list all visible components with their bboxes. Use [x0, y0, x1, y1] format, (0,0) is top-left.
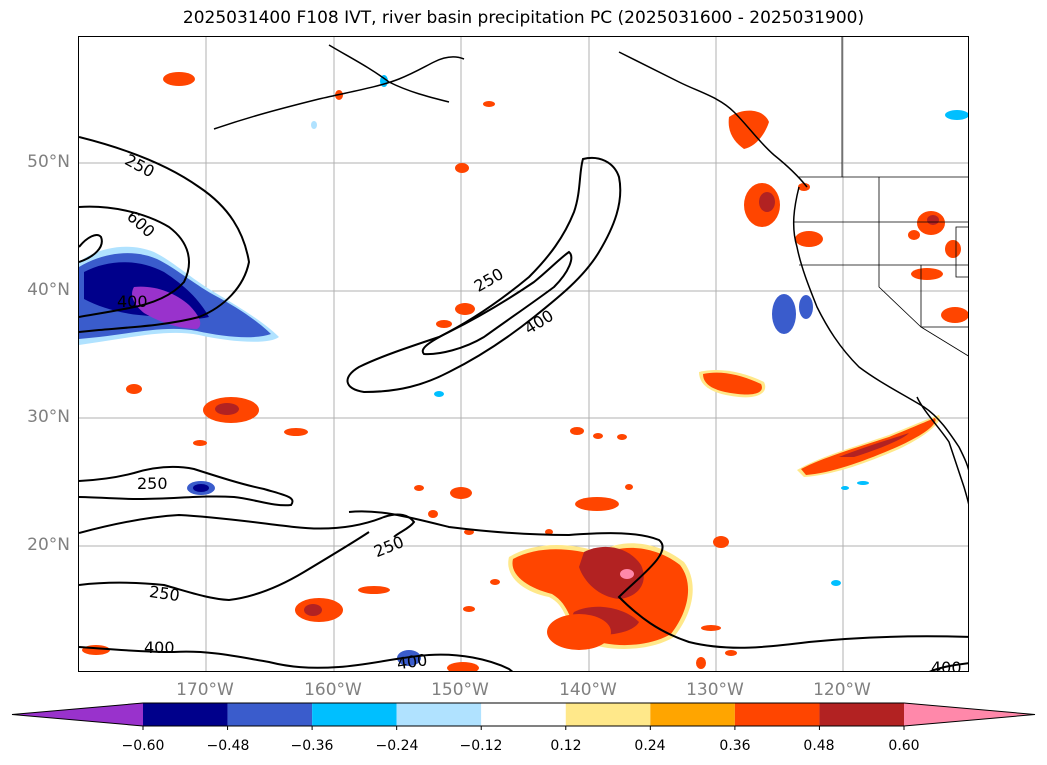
- colorbar-tick-marks: [142, 726, 905, 730]
- colorbar-tick-label: −0.24: [375, 738, 419, 754]
- colorbar-segment: [312, 703, 397, 726]
- colorbar-segment: [227, 703, 313, 726]
- lat-label-20n: 20°N: [27, 535, 70, 555]
- colorbar-tick-label: 0.60: [888, 738, 920, 754]
- contour-label: 400: [396, 650, 429, 672]
- contour-label: 250: [122, 150, 158, 181]
- lat-label-40n: 40°N: [27, 280, 70, 300]
- colorbar-outline: [11, 702, 1036, 727]
- colorbar-segment: [904, 703, 1035, 726]
- contour-label: 250: [371, 532, 406, 561]
- colorbar-tick-label: 0.48: [803, 738, 835, 754]
- lon-label-150w: 150°W: [431, 680, 489, 700]
- colorbar-segment: [819, 703, 904, 726]
- lat-label-50n: 50°N: [27, 152, 70, 172]
- colorbar-tick-label: 0.36: [719, 738, 751, 754]
- colorbar-tick-label: −0.60: [121, 738, 165, 754]
- negative-pc-shading: [79, 75, 968, 666]
- contour-label: 250: [137, 474, 168, 493]
- lon-label-120w: 120°W: [813, 680, 871, 700]
- colorbar-segment: [650, 703, 735, 726]
- state-borders: [794, 37, 968, 357]
- map-title: 2025031400 F108 IVT, river basin precipi…: [182, 8, 865, 28]
- colorbar-segment: [396, 703, 482, 726]
- coastlines: [213, 44, 968, 505]
- colorbar-segment: [143, 703, 228, 726]
- colorbar-tick-label: 0.12: [550, 738, 582, 754]
- map-canvas[interactable]: 250 600 400 250 400 250 250 250 400 400 …: [79, 37, 969, 672]
- lon-label-130w: 130°W: [686, 680, 744, 700]
- colorbar-segment: [12, 703, 143, 726]
- contour-label: 250: [148, 582, 181, 605]
- ivt-contours: [79, 136, 968, 671]
- gridlines: [79, 37, 968, 671]
- colorbar-tick-label: −0.12: [459, 738, 503, 754]
- colorbar-tick-label: −0.48: [206, 738, 250, 754]
- colorbar-tick-label: −0.36: [290, 738, 334, 754]
- colorbar-segment: [734, 703, 820, 726]
- colorbar-segment: [481, 703, 566, 726]
- colorbar-segment: [565, 703, 651, 726]
- contour-label: 400: [117, 292, 148, 311]
- map-frame[interactable]: 250 600 400 250 400 250 250 250 400 400 …: [78, 36, 969, 672]
- colorbar-segments: [11, 702, 1036, 727]
- lon-label-140w: 140°W: [559, 680, 617, 700]
- contour-label: 400: [521, 306, 557, 338]
- lon-label-170w: 170°W: [176, 680, 234, 700]
- contour-label: 400: [931, 658, 962, 672]
- colorbar-tick-label: 0.24: [634, 738, 666, 754]
- contour-label: 400: [144, 638, 175, 657]
- lat-label-30n: 30°N: [27, 407, 70, 427]
- lon-label-160w: 160°W: [304, 680, 362, 700]
